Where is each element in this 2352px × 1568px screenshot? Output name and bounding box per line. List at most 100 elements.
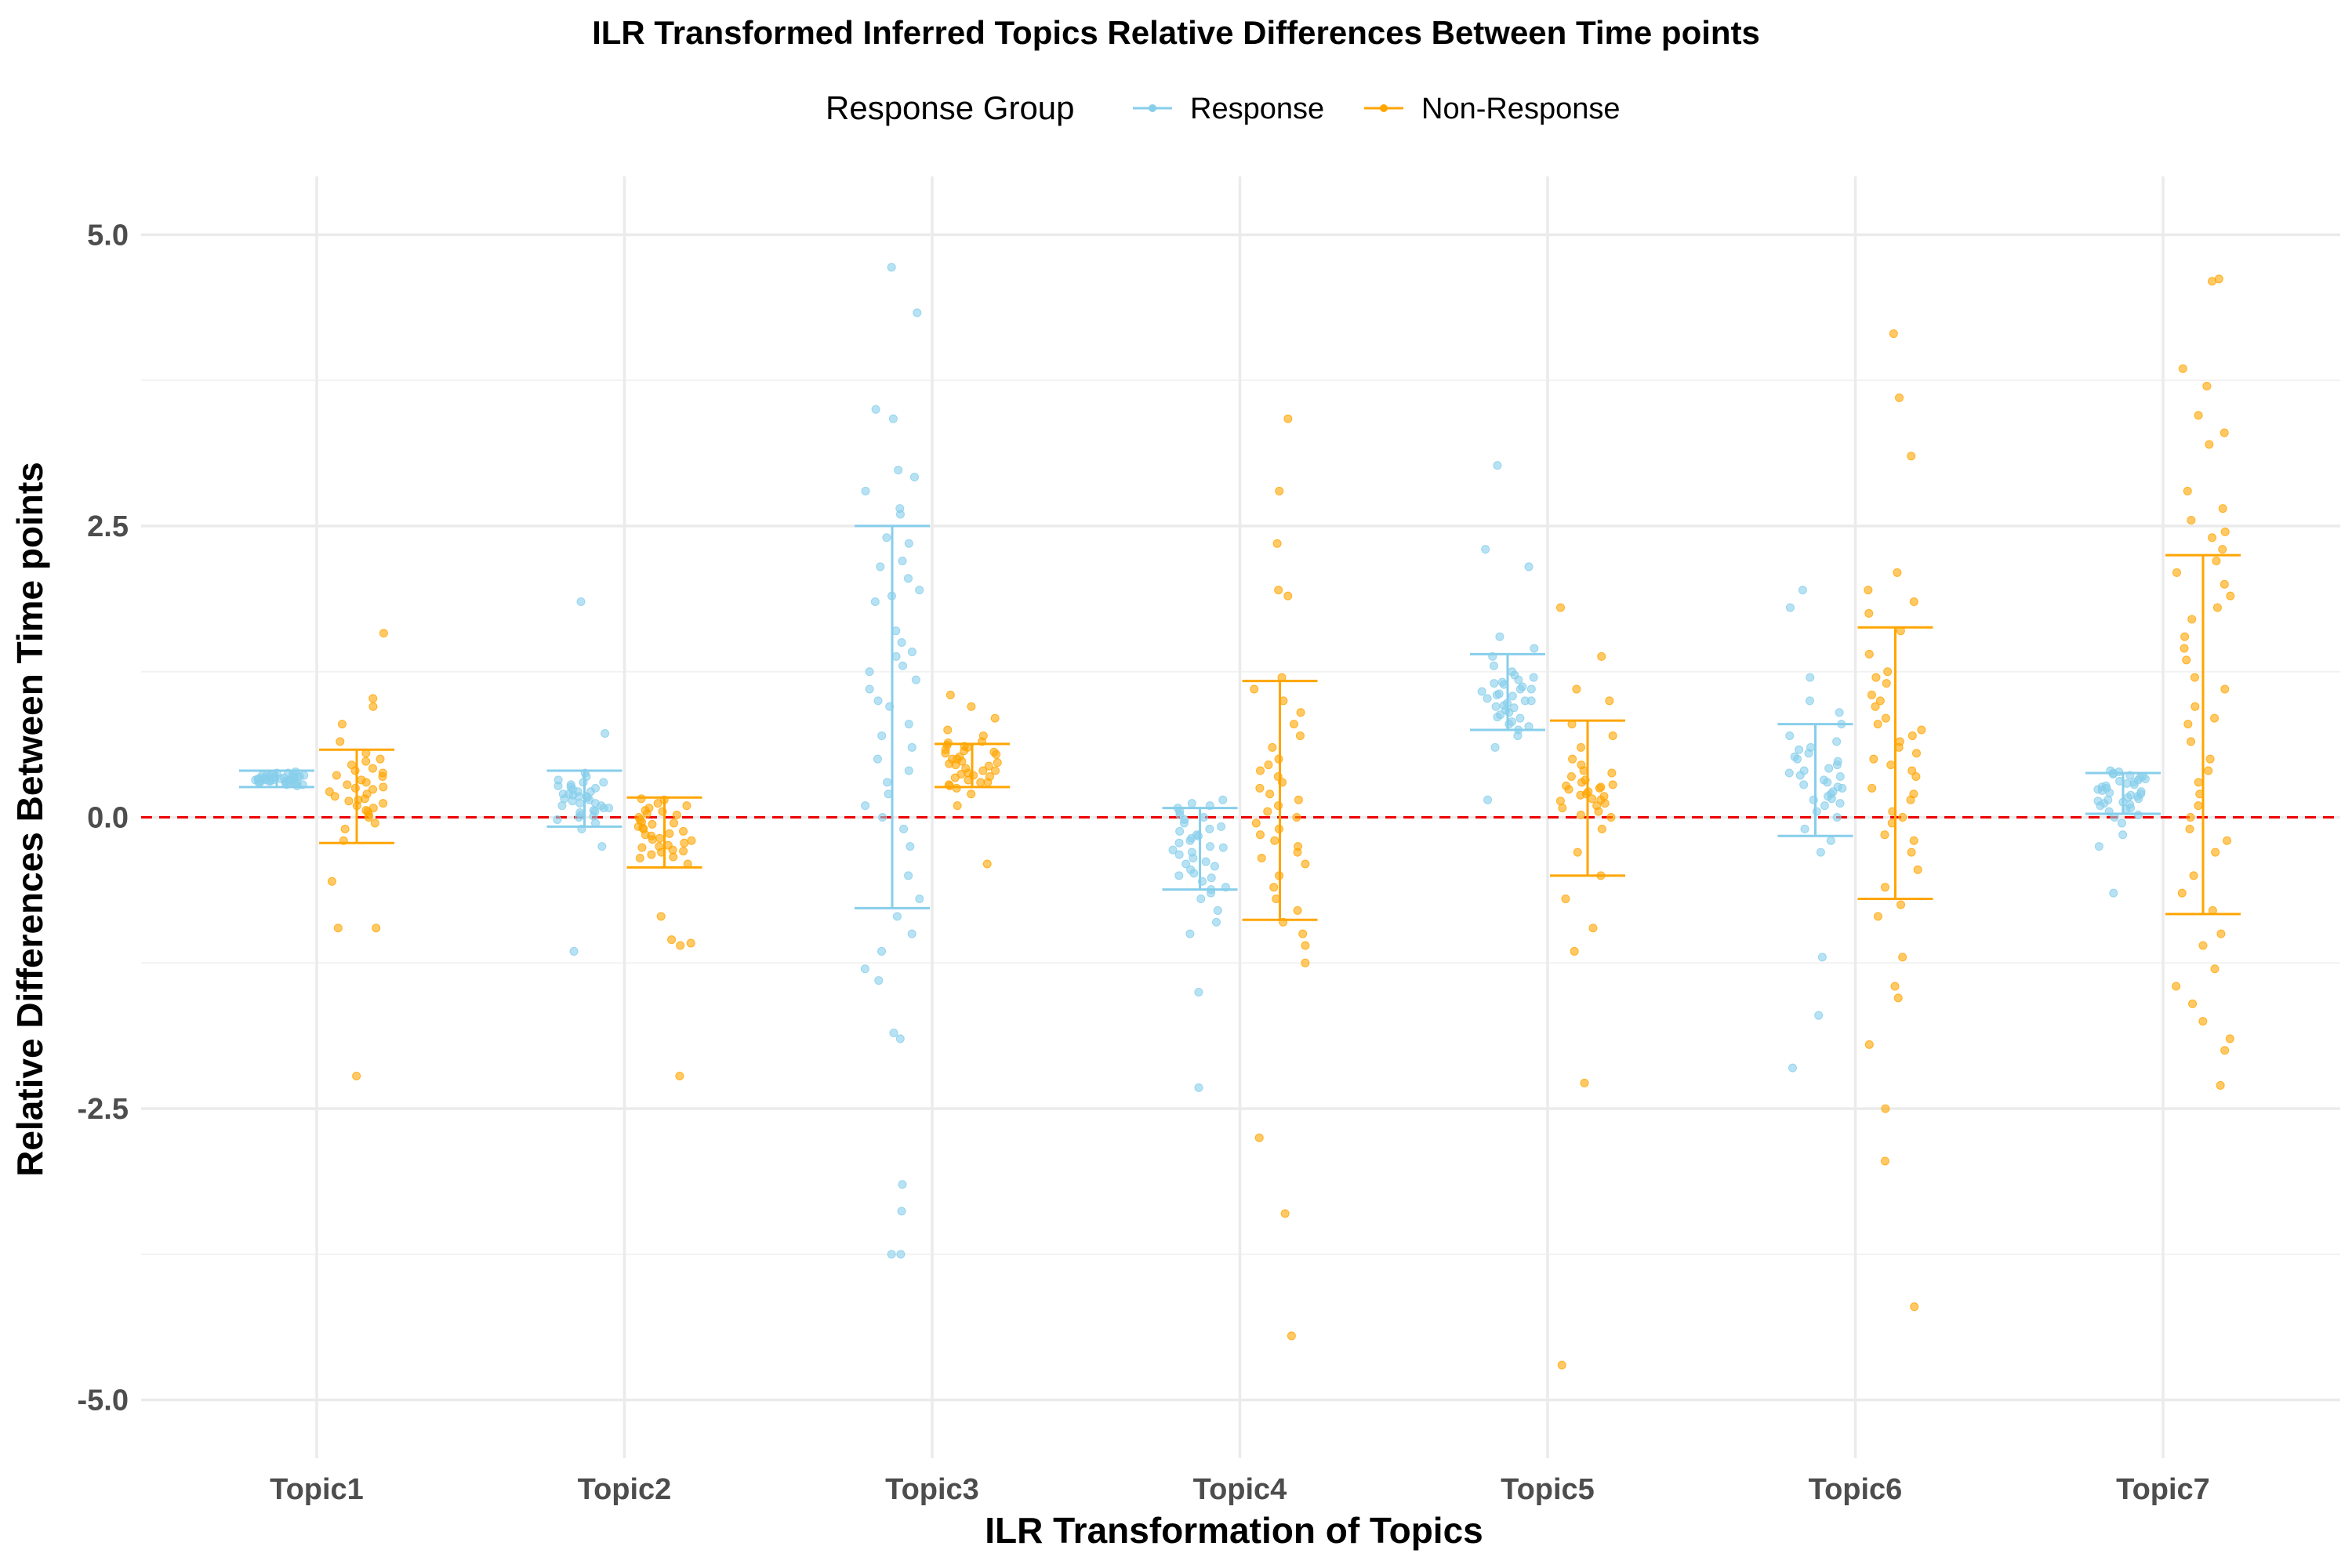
point-non-response-topic2 — [667, 935, 677, 945]
point-non-response-topic1 — [340, 824, 350, 833]
point-response-topic3 — [896, 1250, 906, 1259]
point-response-topic6 — [1835, 799, 1845, 808]
point-non-response-topic5 — [1562, 781, 1571, 790]
point-non-response-topic7 — [2218, 504, 2227, 514]
point-response-topic6 — [1827, 794, 1836, 804]
point-non-response-topic6 — [1867, 783, 1877, 793]
point-non-response-topic6 — [1911, 771, 1921, 781]
x-tick-label-topic3: Topic3 — [885, 1473, 979, 1506]
point-non-response-topic2 — [655, 833, 664, 843]
point-non-response-topic1 — [344, 797, 354, 806]
point-non-response-topic1 — [368, 764, 377, 773]
point-non-response-topic5 — [1596, 782, 1606, 792]
point-response-topic3 — [915, 895, 924, 904]
point-non-response-topic6 — [1896, 900, 1906, 909]
point-non-response-topic4 — [1293, 906, 1302, 915]
point-non-response-topic1 — [336, 737, 345, 746]
point-response-topic3 — [904, 871, 913, 880]
point-response-topic3 — [861, 486, 870, 495]
error-bars — [239, 524, 2241, 921]
point-response-topic5 — [1510, 670, 1519, 680]
point-non-response-topic5 — [1570, 946, 1579, 956]
point-response-topic6 — [1832, 737, 1842, 746]
point-non-response-topic6 — [1909, 789, 1918, 799]
point-non-response-topic1 — [350, 783, 360, 793]
point-response-topic6 — [1816, 848, 1825, 857]
point-response-topic4 — [1174, 838, 1184, 848]
point-non-response-topic7 — [2190, 702, 2200, 711]
point-non-response-topic4 — [1295, 731, 1305, 740]
point-response-topic4 — [1189, 869, 1199, 878]
point-non-response-topic1 — [361, 806, 371, 815]
point-response-topic2 — [553, 815, 562, 824]
point-non-response-topic7 — [2212, 557, 2221, 565]
point-non-response-topic1 — [357, 775, 366, 785]
point-response-topic6 — [1800, 824, 1809, 833]
point-non-response-topic1 — [379, 799, 388, 808]
point-response-topic4 — [1194, 1083, 1203, 1092]
point-non-response-topic5 — [1597, 652, 1606, 661]
point-non-response-topic6 — [1909, 836, 1918, 845]
point-non-response-topic1 — [368, 804, 378, 813]
point-non-response-topic6 — [1873, 720, 1882, 729]
point-response-topic3 — [913, 308, 922, 318]
legend-label-response: Response — [1190, 93, 1324, 125]
point-response-topic3 — [874, 976, 884, 985]
point-response-topic3 — [903, 574, 913, 583]
point-response-topic4 — [1174, 850, 1184, 859]
point-non-response-topic2 — [637, 843, 647, 852]
point-non-response-topic6 — [1917, 725, 1926, 735]
point-response-topic3 — [909, 472, 919, 481]
point-response-topic5 — [1493, 713, 1502, 722]
point-non-response-topic7 — [2177, 888, 2187, 898]
point-non-response-topic6 — [1898, 953, 1907, 962]
point-response-topic3 — [894, 466, 903, 475]
point-non-response-topic7 — [2211, 848, 2220, 857]
point-response-topic3 — [882, 533, 891, 543]
point-response-topic7 — [2109, 888, 2118, 898]
point-response-topic3 — [895, 1034, 905, 1044]
point-non-response-topic1 — [337, 720, 347, 729]
point-response-topic3 — [873, 754, 882, 764]
point-response-topic3 — [907, 929, 916, 938]
point-non-response-topic3 — [956, 770, 966, 779]
point-non-response-topic6 — [1889, 329, 1898, 339]
point-non-response-topic7 — [2186, 813, 2195, 822]
point-non-response-topic6 — [1864, 1040, 1874, 1049]
point-non-response-topic1 — [376, 754, 385, 764]
point-response-topic6 — [1798, 586, 1807, 595]
point-non-response-topic3 — [943, 725, 953, 735]
point-response-topic3 — [907, 647, 916, 656]
point-response-topic4 — [1218, 795, 1228, 804]
point-response-topic3 — [898, 557, 907, 565]
point-non-response-topic3 — [945, 759, 954, 768]
point-response-topic6 — [1835, 771, 1845, 781]
point-non-response-topic2 — [687, 836, 696, 845]
point-non-response-topic5 — [1558, 804, 1567, 813]
point-non-response-topic6 — [1907, 848, 1916, 857]
point-non-response-topic5 — [1555, 797, 1565, 806]
point-non-response-topic6 — [1871, 673, 1881, 682]
point-response-topic4 — [1217, 822, 1226, 831]
x-tick-label-topic4: Topic4 — [1193, 1473, 1287, 1506]
point-response-topic7 — [2129, 780, 2139, 789]
point-response-topic6 — [1806, 673, 1815, 682]
point-non-response-topic4 — [1250, 684, 1259, 694]
point-response-topic3 — [887, 1250, 896, 1259]
point-response-topic2 — [599, 778, 608, 787]
point-response-topic6 — [1812, 807, 1821, 816]
point-response-topic3 — [904, 766, 913, 775]
point-response-topic6 — [1835, 708, 1844, 717]
point-response-topic4 — [1212, 917, 1221, 927]
point-non-response-topic5 — [1607, 768, 1617, 778]
point-non-response-topic7 — [2180, 632, 2190, 641]
point-non-response-topic1 — [379, 629, 388, 638]
legend-item-non-response: Non-Response — [1364, 93, 1620, 125]
point-non-response-topic7 — [2214, 274, 2223, 284]
point-response-topic3 — [883, 778, 892, 787]
point-non-response-topic7 — [2190, 673, 2199, 682]
point-non-response-topic2 — [682, 801, 691, 811]
point-response-topic3 — [877, 946, 887, 956]
point-non-response-topic5 — [1606, 813, 1616, 822]
